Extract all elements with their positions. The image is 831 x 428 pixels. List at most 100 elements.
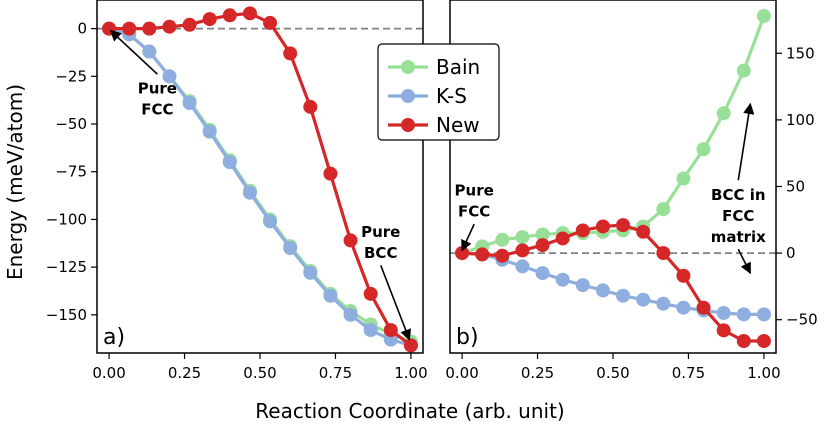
data-point-new: [636, 224, 651, 239]
data-point-new: [383, 323, 398, 338]
x-tick-label: 0.00: [445, 364, 478, 382]
data-point-new: [656, 246, 671, 261]
data-point-new: [696, 300, 711, 315]
annotation-line: FCC: [141, 101, 173, 119]
annotation-line: FCC: [722, 207, 754, 225]
data-point-new: [595, 219, 610, 234]
data-point-new: [535, 238, 550, 253]
data-point-new: [475, 247, 490, 262]
data-point-new: [555, 231, 570, 246]
legend: Bain K-S New: [377, 43, 500, 141]
legend-label-k-s: K-S: [436, 84, 467, 108]
series-line-bain: [461, 15, 766, 255]
x-tick-label: 0.50: [596, 364, 629, 382]
data-point-k-s: [736, 307, 751, 322]
annotation-arrow: [379, 265, 412, 341]
data-point-k-s: [182, 96, 197, 111]
data-point-k-s: [756, 307, 771, 322]
annotation-arrow: [109, 29, 158, 75]
data-point-new: [495, 248, 510, 263]
annotation-text: BCC in FCC matrix: [711, 186, 766, 246]
series-line-k-s: [461, 251, 764, 316]
data-point-new: [122, 21, 137, 36]
data-point-bain: [535, 227, 550, 242]
series-line-new: [461, 223, 764, 343]
data-point-k-s: [263, 214, 278, 229]
annotation-text: Pure FCC: [455, 182, 494, 221]
x-axis-label: Reaction Coordinate (arb. unit): [255, 399, 564, 423]
data-point-k-s: [716, 306, 731, 321]
data-point-bain: [756, 8, 771, 23]
data-point-k-s: [616, 288, 631, 303]
annotation-line: BCC: [364, 244, 397, 262]
data-point-new: [202, 12, 217, 27]
y-tick-label: 0: [77, 20, 87, 38]
data-point-k-s: [142, 44, 157, 59]
data-point-new: [616, 218, 631, 233]
annotation-line: FCC: [458, 203, 490, 221]
data-point-new: [283, 46, 298, 61]
data-point-new: [676, 268, 691, 283]
x-tick-label: 0.25: [521, 364, 554, 382]
panel-b: 0.00 0.25 0.50 0.75 1.00 −50 0 50 100 150 b) Pure FC…: [445, 0, 818, 382]
data-point-new: [222, 8, 237, 23]
data-point-new: [575, 223, 590, 238]
legend-marker-k-s: [401, 89, 415, 103]
data-point-k-s: [283, 241, 298, 256]
legend-label-new: New: [436, 113, 480, 137]
data-point-new: [162, 19, 177, 34]
data-point-k-s: [656, 296, 671, 311]
y-tick-label: 100: [786, 111, 815, 129]
y-tick-label: 50: [786, 177, 805, 195]
y-tick-label: −75: [55, 163, 87, 181]
data-point-k-s: [323, 288, 338, 303]
data-point-new: [403, 338, 418, 353]
data-point-new: [263, 15, 278, 30]
x-tick-label: 0.75: [672, 364, 705, 382]
series-line-new: [109, 11, 412, 347]
data-point-bain: [716, 106, 731, 121]
y-tick-label: −50: [55, 115, 87, 133]
y-tick-label: 0: [786, 244, 796, 262]
annotation-arrow: [461, 223, 475, 252]
annotation-line: Pure: [455, 182, 494, 200]
x-tick-label: 0.50: [243, 364, 276, 382]
data-point-new: [455, 246, 470, 261]
data-point-new: [756, 334, 771, 349]
annotation-line: Pure: [138, 80, 177, 98]
data-point-k-s: [595, 283, 610, 298]
data-point-bain: [515, 230, 530, 245]
legend-marker-new: [401, 118, 415, 132]
series-line-k-s: [108, 27, 412, 347]
x-tick-label: 1.00: [394, 364, 427, 382]
y-tick-label: −150: [46, 306, 87, 324]
annotation-line: BCC in: [711, 186, 766, 204]
x-tick-label: 1.00: [747, 364, 780, 382]
data-point-bain: [495, 232, 510, 247]
data-point-new: [716, 323, 731, 338]
annotation-arrow: [737, 102, 755, 181]
data-point-bain: [736, 63, 751, 78]
data-point-new: [242, 6, 257, 21]
x-tick-label: 0.75: [319, 364, 352, 382]
annotation-line: matrix: [711, 228, 766, 246]
data-point-k-s: [242, 185, 257, 200]
data-point-k-s: [575, 278, 590, 293]
legend-marker-bain: [401, 60, 415, 74]
annotation-text: Pure BCC: [361, 223, 400, 262]
data-point-new: [142, 21, 157, 36]
panel-label: b): [456, 325, 479, 350]
data-point-new: [182, 17, 197, 32]
panel-label: a): [103, 325, 125, 350]
annotation-line: Pure: [361, 223, 400, 241]
data-point-k-s: [363, 323, 378, 338]
data-point-k-s: [343, 307, 358, 322]
y-tick-label: −25: [55, 67, 87, 85]
data-point-bain: [656, 202, 671, 217]
data-point-k-s: [515, 259, 530, 274]
y-axis-label: Energy (meV/atom): [3, 84, 27, 280]
x-tick-label: 0.00: [92, 364, 125, 382]
data-point-new: [303, 99, 318, 114]
panel-a: 0.00 0.25 0.50 0.75 1.00 0 −25 −50 −75 −100 −125 −1…: [46, 0, 428, 382]
